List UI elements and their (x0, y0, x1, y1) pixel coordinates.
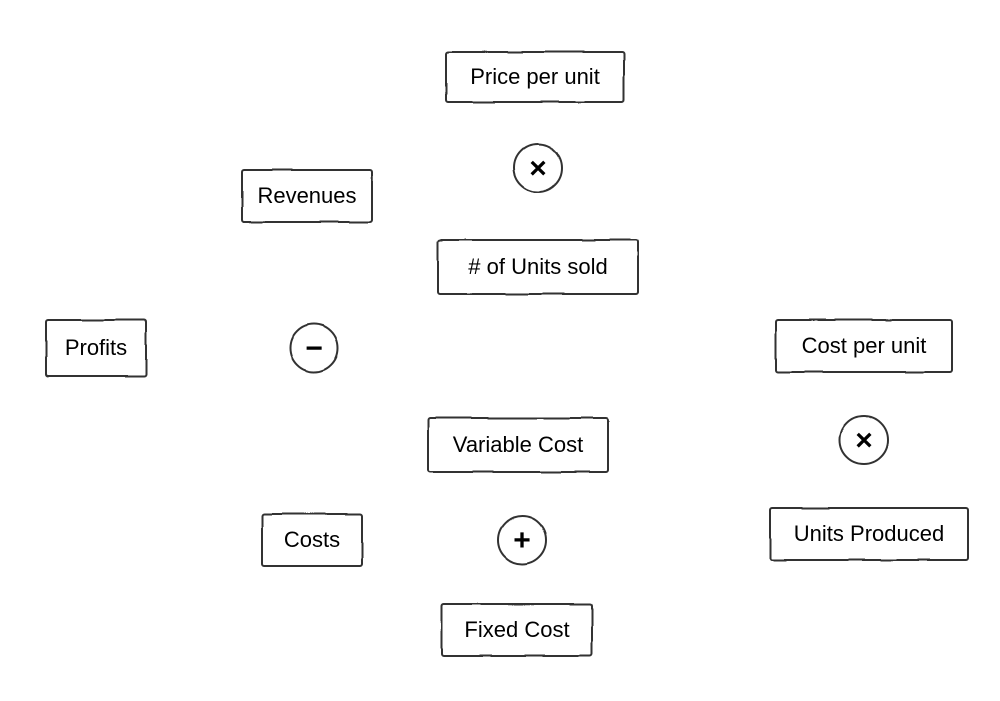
node-variable_cost: Variable Cost (428, 418, 608, 472)
nodes-layer: Profits Revenues Costs Price per unit # of U… (46, 52, 968, 656)
profit-tree-diagram: Profits Revenues Costs Price per unit # of U… (0, 0, 1000, 701)
node-costs: Costs (262, 514, 362, 566)
node-price_per_unit: Price per unit (446, 52, 624, 102)
operator-op_times_rev: × (514, 144, 562, 192)
node-fixed_cost: Fixed Cost (442, 604, 592, 656)
node-label-units_produced: Units Produced (794, 521, 944, 546)
node-label-units_sold: # of Units sold (468, 254, 607, 279)
operator-glyph-op_times_cost: × (855, 424, 873, 457)
node-label-price_per_unit: Price per unit (470, 64, 600, 89)
operator-op_times_cost: × (840, 416, 888, 464)
node-label-cost_per_unit: Cost per unit (802, 333, 927, 358)
node-label-costs: Costs (284, 527, 340, 552)
node-label-revenues: Revenues (257, 183, 356, 208)
operator-glyph-op_plus: + (513, 524, 531, 557)
node-label-variable_cost: Variable Cost (453, 432, 583, 457)
operator-op_minus: − (290, 324, 338, 372)
operator-glyph-op_minus: − (305, 332, 323, 365)
node-profits: Profits (46, 320, 146, 376)
node-cost_per_unit: Cost per unit (776, 320, 952, 372)
node-label-fixed_cost: Fixed Cost (464, 617, 569, 642)
edges-layer (146, 77, 776, 630)
node-label-profits: Profits (65, 335, 127, 360)
operator-glyph-op_times_rev: × (529, 152, 547, 185)
node-units_sold: # of Units sold (438, 240, 638, 294)
operator-op_plus: + (498, 516, 546, 564)
node-units_produced: Units Produced (770, 508, 968, 560)
node-revenues: Revenues (242, 170, 372, 222)
